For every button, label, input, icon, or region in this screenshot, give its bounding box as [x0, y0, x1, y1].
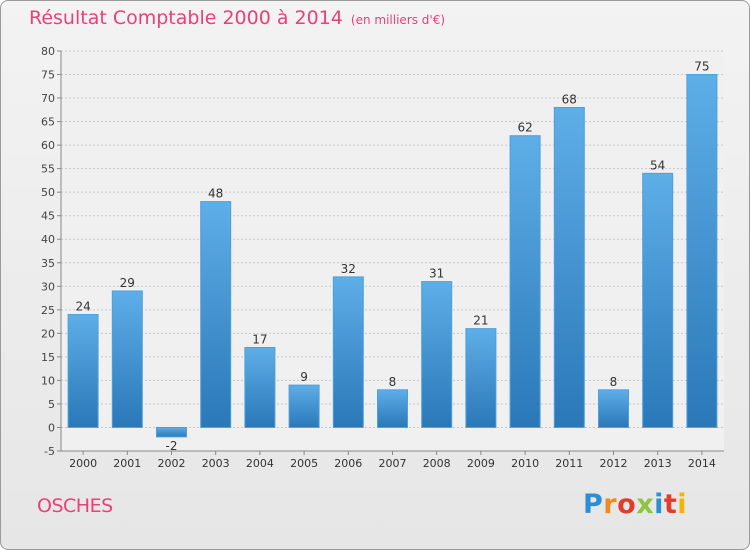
x-tick-label: 2012	[600, 457, 628, 470]
bar-value-label: 9	[300, 370, 308, 384]
chart-subtitle: (en milliers d'€)	[350, 13, 446, 27]
x-tick-label: 2005	[290, 457, 318, 470]
bar-value-label: 31	[429, 267, 444, 281]
y-tick-label: 35	[41, 257, 55, 270]
bar-value-label: 8	[389, 375, 397, 389]
x-tick-label: 2003	[202, 457, 230, 470]
bar-value-label: 17	[252, 332, 267, 346]
y-tick-label: 20	[41, 327, 55, 340]
bar	[156, 426, 187, 438]
bar	[553, 106, 585, 428]
y-tick-label: 5	[48, 398, 55, 411]
bar-value-label: 32	[341, 262, 356, 276]
y-tick-label: 50	[41, 186, 55, 199]
y-tick-label: -5	[44, 445, 55, 458]
y-tick-label: 10	[41, 374, 55, 387]
x-tick-label: 2000	[69, 457, 97, 470]
commune-name: OSCHES	[37, 495, 113, 517]
x-tick-label: 2010	[511, 457, 539, 470]
y-tick-label: 25	[41, 304, 55, 317]
y-tick-label: 40	[41, 233, 55, 246]
bar	[244, 346, 276, 428]
y-tick-label: 30	[41, 280, 55, 293]
x-tick-label: 2008	[423, 457, 451, 470]
bar	[598, 389, 629, 428]
bar-value-label: 21	[473, 314, 488, 328]
bar	[686, 74, 718, 428]
x-tick-label: 2004	[246, 457, 274, 470]
bar-value-label: 8	[610, 375, 618, 389]
y-tick-label: 15	[41, 351, 55, 364]
bar	[421, 281, 453, 428]
bar	[509, 135, 541, 428]
bar-value-label: 68	[562, 92, 577, 106]
proxiti-logo: Proxiti	[583, 489, 688, 520]
bar-value-label: 29	[120, 276, 135, 290]
y-tick-label: 55	[41, 163, 55, 176]
x-tick-label: 2002	[158, 457, 186, 470]
bar-value-label: 48	[208, 187, 223, 201]
bar	[200, 201, 232, 428]
bar	[332, 276, 364, 428]
bar-value-label: 54	[650, 158, 665, 172]
bar-value-label: 62	[517, 121, 532, 135]
y-tick-label: 65	[41, 116, 55, 129]
x-tick-label: 2013	[644, 457, 672, 470]
y-tick-label: 75	[41, 69, 55, 82]
y-tick-label: 70	[41, 92, 55, 105]
bar	[465, 328, 497, 428]
bar	[111, 290, 143, 428]
bar-value-label: 75	[694, 60, 709, 74]
x-tick-label: 2009	[467, 457, 495, 470]
y-tick-label: 45	[41, 210, 55, 223]
chart-title-text: Résultat Comptable 2000 à 2014	[29, 7, 343, 29]
x-tick-label: 2011	[555, 457, 583, 470]
x-tick-label: 2007	[379, 457, 407, 470]
plot-area	[61, 51, 724, 451]
x-tick-label: 2001	[113, 457, 141, 470]
bar	[642, 172, 674, 428]
bar-value-label: 24	[75, 300, 90, 314]
y-tick-label: 80	[41, 45, 55, 58]
bar	[67, 314, 99, 428]
chart-title: Résultat Comptable 2000 à 2014 (en millie…	[29, 7, 445, 29]
y-tick-label: 60	[41, 139, 55, 152]
x-tick-label: 2014	[688, 457, 716, 470]
bar-value-label: -2	[166, 439, 178, 453]
y-tick-label: 0	[48, 421, 55, 434]
bar	[288, 384, 320, 428]
x-tick-label: 2006	[334, 457, 362, 470]
bar	[377, 389, 408, 428]
